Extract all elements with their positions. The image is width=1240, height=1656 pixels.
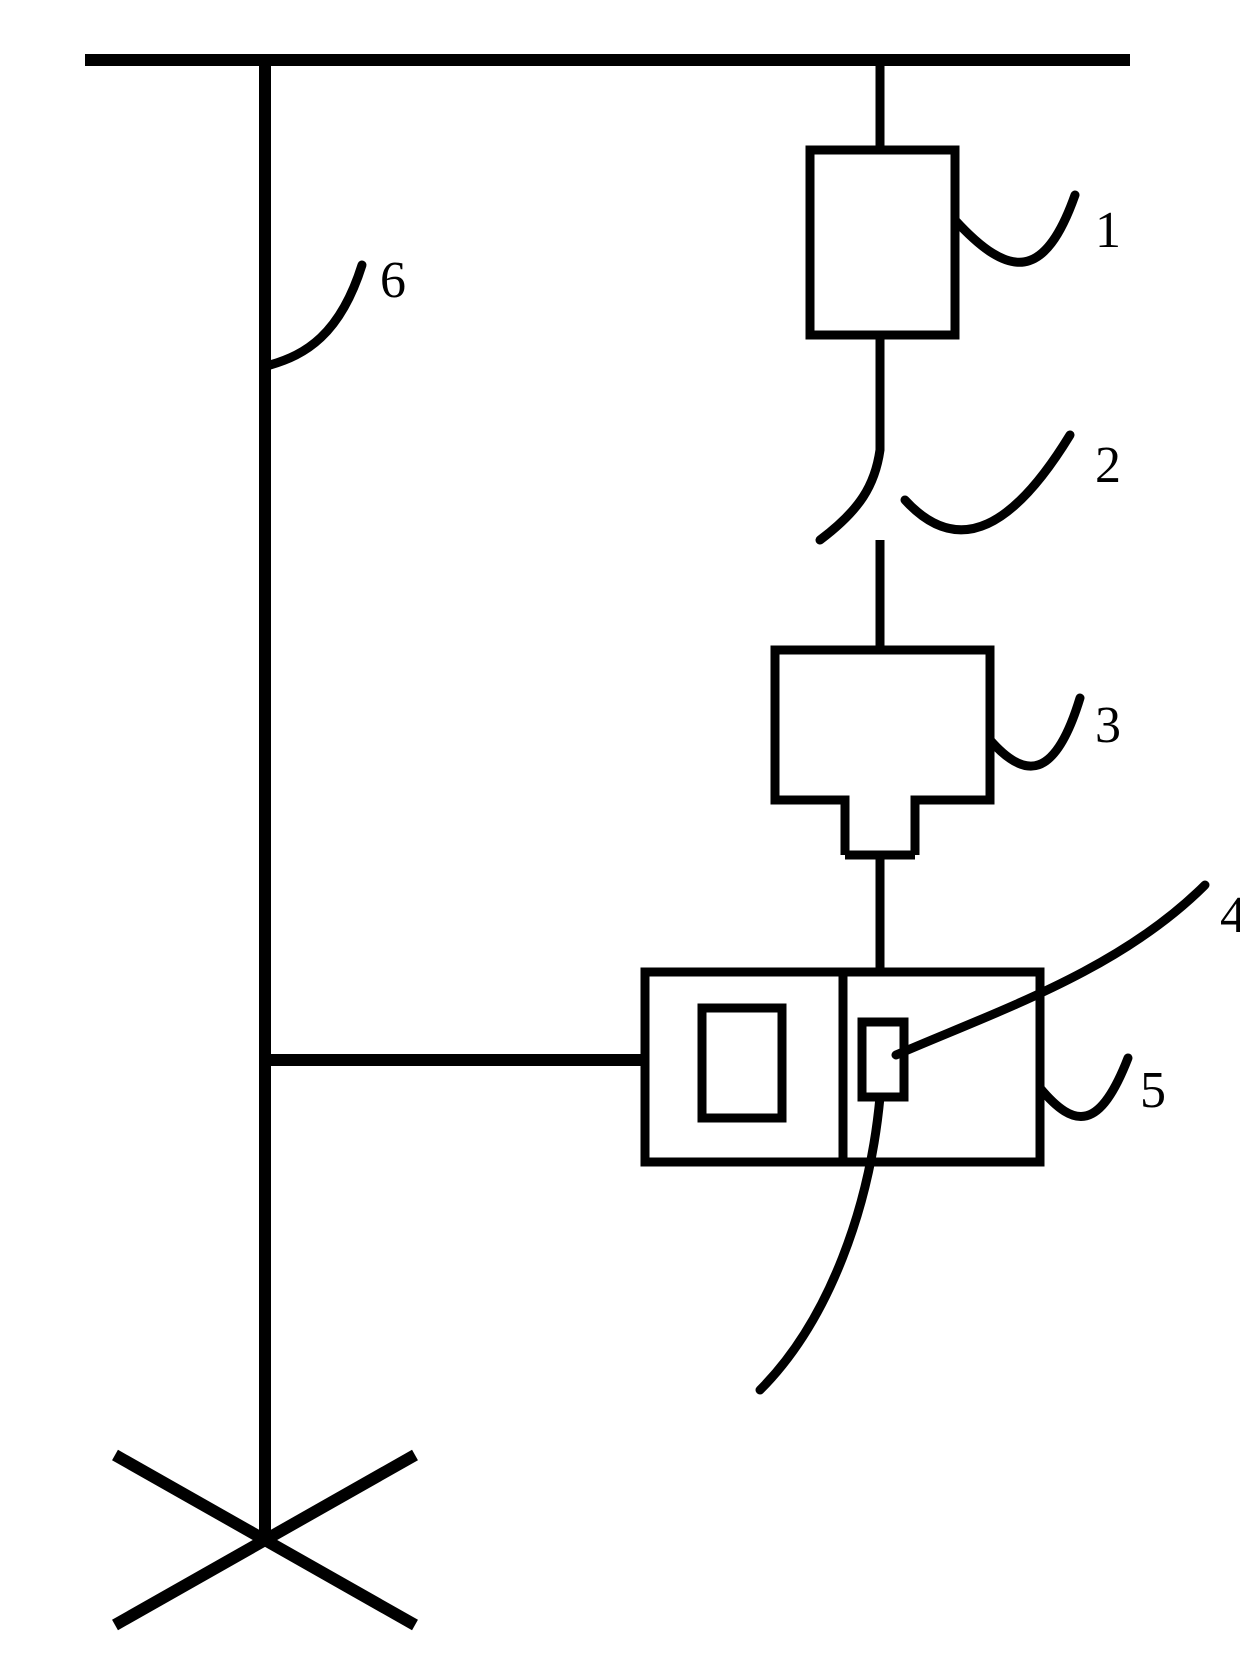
label-lead-6 [270, 265, 362, 365]
hook-symbol [820, 450, 880, 540]
component-box-5-inner-right [862, 1022, 904, 1097]
label-3: 3 [1095, 697, 1121, 754]
label-5: 5 [1140, 1062, 1166, 1119]
label-lead-3 [990, 698, 1080, 766]
component-box-5-inner-left [702, 1008, 782, 1118]
component-box-3 [775, 650, 990, 800]
label-6: 6 [380, 252, 406, 309]
label-1: 1 [1095, 202, 1121, 259]
label-4: 4 [1220, 887, 1240, 944]
component-box-3-neck-cut [850, 791, 911, 809]
label-2: 2 [1095, 437, 1121, 494]
label-lead-1 [955, 195, 1075, 262]
label-lead-2 [905, 435, 1070, 530]
component-box-1 [810, 150, 955, 335]
label-lead-5 [1040, 1058, 1128, 1116]
